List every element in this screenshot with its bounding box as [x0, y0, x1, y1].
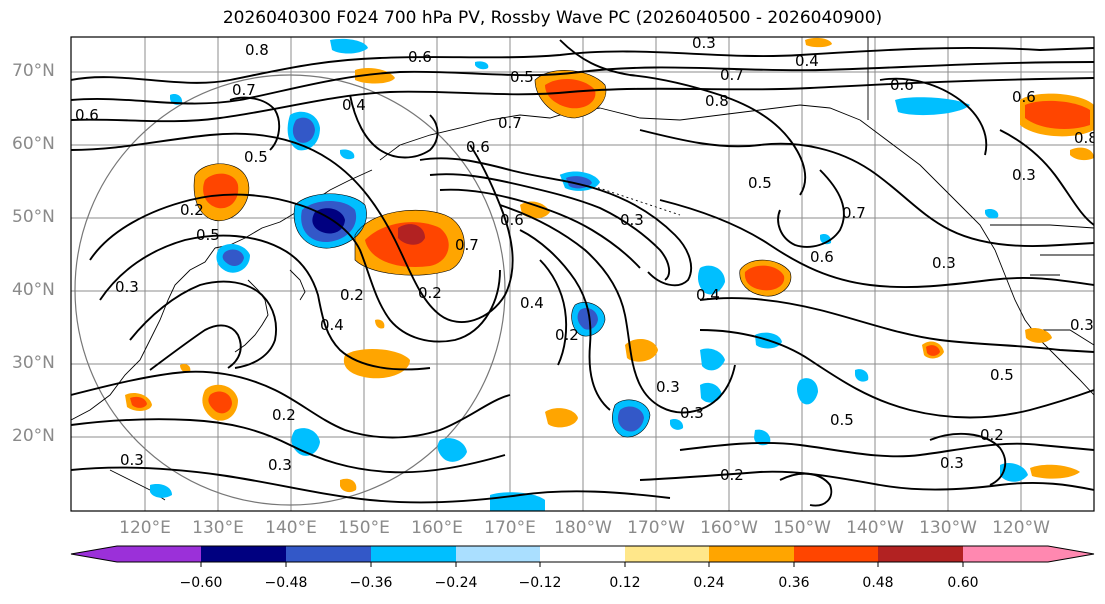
contour-label: 0.6	[500, 211, 524, 229]
lon-label: 160°E	[411, 518, 463, 538]
contour-label: 0.3	[115, 278, 139, 296]
lon-label: 170°E	[484, 518, 536, 538]
contour-label: 0.7	[498, 114, 522, 132]
contour-label: 0.3	[932, 254, 956, 272]
contour-label: 0.5	[244, 148, 268, 166]
colorbar-extend-max	[963, 546, 1094, 562]
contour-label: 0.5	[196, 226, 220, 244]
contour-label: 0.2	[720, 466, 744, 484]
lon-label: 180°W	[554, 518, 612, 538]
colorbar-segment	[201, 546, 286, 562]
colorbar-segment	[456, 546, 540, 562]
contour-label: 0.3	[620, 211, 644, 229]
colorbar-tick-label: 0.36	[778, 575, 810, 591]
chart-title: 2026040300 F024 700 hPa PV, Rossby Wave …	[222, 8, 883, 28]
colorbar-segment	[371, 546, 456, 562]
lat-label: 30°N	[12, 353, 55, 373]
contour-label: 0.7	[455, 236, 479, 254]
lat-label: 60°N	[12, 134, 55, 154]
contour-label: 0.6	[1012, 88, 1036, 106]
contour-label: 0.8	[245, 41, 269, 59]
lat-label: 70°N	[12, 61, 55, 81]
colorbar-tick-label: −0.48	[264, 575, 308, 591]
lat-label: 20°N	[12, 426, 55, 446]
colorbar-tick-label: 0.48	[862, 575, 894, 591]
colorbar-tick-label: 0.60	[947, 575, 979, 591]
contour-label: 0.2	[180, 201, 204, 219]
lon-label: 140°E	[265, 518, 317, 538]
contour-label: 0.6	[466, 138, 490, 156]
contour-label: 0.6	[890, 76, 914, 94]
lon-label: 130°E	[192, 518, 244, 538]
contour-label: 0.3	[692, 34, 716, 52]
contour-label: 0.5	[830, 411, 854, 429]
colorbar	[70, 545, 1095, 567]
map-frame	[70, 36, 1095, 512]
colorbar-tick-label: −0.12	[518, 575, 562, 591]
colorbar-segment	[286, 546, 371, 562]
contour-label: 0.2	[272, 406, 296, 424]
contour-labels: 0.8 0.6 0.3 0.4 0.5 0.7 0.6 0.6 0.7 0.8 …	[75, 34, 1098, 474]
contour-label: 0.2	[418, 284, 442, 302]
lon-label: 150°W	[773, 518, 831, 538]
contour-label: 0.6	[810, 248, 834, 266]
contour-label: 0.2	[555, 326, 579, 344]
colorbar-extend-min	[71, 546, 201, 562]
contour-label: 0.3	[1012, 166, 1036, 184]
contour-label: 0.3	[656, 378, 680, 396]
colorbar-tick-label: −0.24	[434, 575, 478, 591]
contour-label: 0.3	[120, 451, 144, 469]
contour-label: 0.5	[510, 68, 534, 86]
contour-label: 0.2	[980, 426, 1004, 444]
lon-label: 140°W	[846, 518, 904, 538]
colorbar-segment	[794, 546, 878, 562]
colorbar-segment	[540, 546, 625, 562]
contour-label: 0.3	[940, 454, 964, 472]
reference-circle	[74, 74, 506, 506]
contour-label: 0.7	[842, 204, 866, 222]
lat-label: 50°N	[12, 207, 55, 227]
colorbar-segment	[625, 546, 709, 562]
contour-label: 0.4	[696, 286, 720, 304]
lon-label: 120°W	[992, 518, 1050, 538]
contour-label: 0.4	[342, 96, 366, 114]
lon-label: 130°W	[919, 518, 977, 538]
lon-label: 120°E	[119, 518, 171, 538]
contour-label: 0.3	[1070, 316, 1094, 334]
lon-label: 160°W	[700, 518, 758, 538]
contour-label: 0.7	[232, 81, 256, 99]
colorbar-segment	[709, 546, 794, 562]
pv-contours	[71, 39, 1094, 507]
contour-label: 0.7	[720, 66, 744, 84]
lon-label: 170°W	[627, 518, 685, 538]
contour-label: 0.3	[680, 404, 704, 422]
contour-label: 0.5	[990, 366, 1014, 384]
colorbar-tick-label: 0.24	[693, 575, 725, 591]
colorbar-segment	[878, 546, 963, 562]
colorbar-tick-label: −0.60	[179, 575, 223, 591]
contour-label: 0.5	[748, 174, 772, 192]
contour-label: 0.8	[705, 92, 729, 110]
colorbar-tick-label: −0.36	[349, 575, 393, 591]
contour-label: 0.4	[795, 52, 819, 70]
colorbar-tick-label: 0.12	[609, 575, 641, 591]
colorbar-outline	[70, 545, 1095, 563]
contour-label: 0.4	[520, 294, 544, 312]
contour-label: 0.3	[268, 456, 292, 474]
contour-label: 0.2	[340, 286, 364, 304]
shading-outlines	[193, 70, 792, 438]
anomaly-shading	[125, 37, 1094, 511]
lon-label: 150°E	[338, 518, 390, 538]
lat-label: 40°N	[12, 280, 55, 300]
contour-label: 0.4	[320, 316, 344, 334]
contour-label: 0.6	[75, 106, 99, 124]
contour-label: 0.6	[408, 48, 432, 66]
contour-label: 0.8	[1074, 129, 1098, 147]
